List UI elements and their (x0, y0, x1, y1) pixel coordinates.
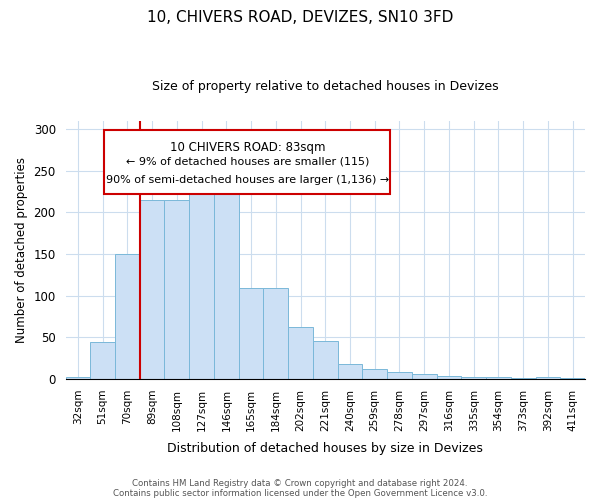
Bar (263, 288, 288, 379)
Text: Contains HM Land Registry data © Crown copyright and database right 2024.: Contains HM Land Registry data © Crown c… (132, 478, 468, 488)
Text: 90% of semi-detached houses are larger (1,136) →: 90% of semi-detached houses are larger (… (106, 175, 389, 185)
Text: Contains public sector information licensed under the Open Government Licence v3: Contains public sector information licen… (113, 488, 487, 498)
Bar (90, 342, 115, 379)
Text: 10, CHIVERS ROAD, DEVIZES, SN10 3FD: 10, CHIVERS ROAD, DEVIZES, SN10 3FD (147, 10, 453, 25)
Bar (140, 200, 164, 379)
Bar (164, 200, 189, 379)
Bar (560, 378, 585, 379)
FancyBboxPatch shape (104, 130, 390, 194)
Y-axis label: Number of detached properties: Number of detached properties (15, 157, 28, 343)
Bar (189, 183, 214, 379)
Bar (313, 340, 338, 379)
Bar (387, 372, 412, 379)
Bar (338, 364, 362, 379)
Bar (239, 288, 263, 379)
Bar (362, 369, 387, 379)
Bar (486, 378, 511, 379)
Bar (412, 374, 437, 379)
Text: ← 9% of detached houses are smaller (115): ← 9% of detached houses are smaller (115… (125, 156, 369, 166)
Bar (536, 376, 560, 379)
Text: 10 CHIVERS ROAD: 83sqm: 10 CHIVERS ROAD: 83sqm (170, 141, 325, 154)
Bar (511, 378, 536, 379)
Bar (115, 254, 140, 379)
Bar (288, 326, 313, 379)
Title: Size of property relative to detached houses in Devizes: Size of property relative to detached ho… (152, 80, 499, 93)
X-axis label: Distribution of detached houses by size in Devizes: Distribution of detached houses by size … (167, 442, 483, 455)
Bar (437, 376, 461, 379)
Bar (65, 376, 90, 379)
Bar (461, 378, 486, 379)
Bar (214, 173, 239, 379)
